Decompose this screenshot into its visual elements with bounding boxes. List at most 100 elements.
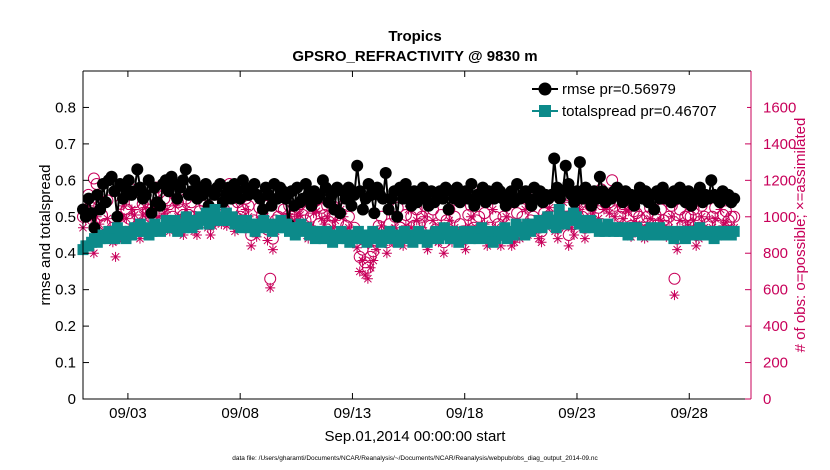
y-tick-label: 0.4 — [55, 245, 76, 262]
assimilated-obs-point — [140, 202, 151, 213]
y-tick-label: 0.8 — [55, 99, 76, 116]
rmse-point — [99, 196, 112, 209]
assimilated-obs-point — [362, 273, 373, 284]
totalspread-point — [111, 222, 123, 234]
y2-tick-label: 800 — [763, 245, 788, 262]
totalspread-point — [482, 233, 493, 245]
rmse-point — [139, 188, 152, 201]
rmse-point — [376, 192, 389, 205]
totalspread-point — [464, 233, 476, 245]
rmse-point — [382, 203, 395, 216]
assimilated-obs-point — [170, 200, 181, 211]
assimilated-obs-point — [311, 206, 322, 217]
y2-tick-label: 200 — [763, 355, 788, 372]
assimilated-obs-point — [438, 248, 449, 259]
totalspread-point — [430, 225, 442, 237]
chart-title: Tropics — [388, 28, 441, 45]
assimilated-obs-point — [533, 233, 544, 244]
assimilated-obs-point — [422, 244, 433, 255]
totalspread-point — [157, 222, 169, 234]
totalspread-point — [192, 218, 204, 230]
assimilated-obs-point — [411, 215, 422, 226]
assimilated-obs-point — [308, 208, 319, 219]
possible-obs-point — [728, 210, 741, 223]
totalspread-point — [576, 214, 588, 226]
assimilated-obs-point — [292, 211, 303, 222]
assimilated-obs-point — [536, 237, 547, 248]
totalspread-point — [404, 229, 416, 241]
assimilated-obs-point — [316, 213, 327, 224]
rmse-point — [436, 192, 449, 205]
assimilated-obs-point — [674, 215, 685, 226]
totalspread-point — [318, 233, 330, 245]
assimilated-obs-point — [400, 220, 411, 231]
y-tick-label: 0.5 — [55, 209, 76, 226]
assimilated-obs-point — [371, 244, 382, 255]
assimilated-obs-point — [162, 204, 173, 215]
assimilated-obs-point — [465, 211, 476, 222]
rmse-point — [154, 199, 167, 212]
assimilated-obs-point — [365, 262, 376, 273]
totalspread-point — [398, 225, 410, 237]
x-tick-label: 09/13 — [334, 405, 372, 422]
assimilated-obs-point — [360, 270, 371, 281]
y2-axis-label: # of obs: o=possible; ×=assimilated — [792, 118, 809, 353]
assimilated-obs-point — [520, 204, 531, 215]
y2-tick-label: 1000 — [763, 209, 796, 226]
legend-totalspread-marker — [539, 105, 551, 117]
rmse-point — [131, 163, 144, 176]
totalspread-point — [496, 229, 508, 241]
assimilated-obs-point — [482, 240, 493, 251]
rmse-point — [399, 178, 412, 190]
totalspread-point — [220, 207, 232, 219]
assimilated-obs-point — [620, 204, 631, 215]
rmse-point — [345, 199, 358, 212]
totalspread-point — [510, 218, 522, 230]
totalspread-point — [169, 214, 181, 226]
y2-tick-label: 1200 — [763, 172, 796, 189]
assimilated-obs-point — [669, 290, 680, 301]
totalspread-point — [172, 225, 184, 237]
totalspread-point — [241, 214, 252, 226]
y-axis-label: rmse and totalspread — [37, 165, 54, 306]
assimilated-obs-point — [419, 211, 430, 222]
totalspread-point — [516, 222, 528, 234]
assimilated-obs-point — [666, 211, 677, 222]
totalspread-point — [525, 225, 536, 237]
assimilated-obs-point — [672, 244, 683, 255]
totalspread-point — [117, 225, 129, 237]
assimilated-obs-point — [696, 211, 707, 222]
assimilated-obs-point — [509, 237, 520, 248]
totalspread-point — [272, 222, 284, 234]
rmse-point — [145, 207, 158, 220]
assimilated-obs-point — [715, 204, 726, 215]
data-file-footnote: data file: /Users/gharamti/Documents/NCA… — [232, 455, 598, 462]
totalspread-point — [499, 222, 511, 234]
totalspread-point — [218, 214, 230, 226]
assimilated-obs-point — [683, 220, 694, 231]
totalspread-point — [281, 218, 293, 230]
assimilated-obs-point — [376, 220, 387, 231]
assimilated-obs-point — [406, 222, 417, 233]
assimilated-obs-point — [495, 240, 506, 251]
totalspread-point — [344, 236, 356, 248]
totalspread-point — [553, 204, 565, 215]
y-tick-label: 0.6 — [55, 172, 76, 189]
totalspread-point — [266, 225, 278, 237]
y2-tick-label: 1600 — [763, 99, 796, 116]
totalspread-point — [473, 233, 485, 245]
rmse-point — [91, 188, 104, 201]
assimilated-obs-point — [181, 204, 192, 215]
totalspread-point — [565, 214, 577, 226]
totalspread-point — [728, 225, 740, 237]
assimilated-obs-point — [579, 233, 590, 244]
totalspread-point — [206, 211, 218, 223]
assimilated-obs-point — [327, 222, 338, 233]
rmse-point — [368, 207, 381, 220]
legend-box — [526, 75, 747, 123]
assimilated-obs-point — [357, 255, 368, 266]
rmse-point — [442, 203, 455, 216]
rmse-point — [171, 192, 184, 205]
totalspread-point — [126, 229, 138, 241]
possible-obs-point — [489, 210, 502, 223]
